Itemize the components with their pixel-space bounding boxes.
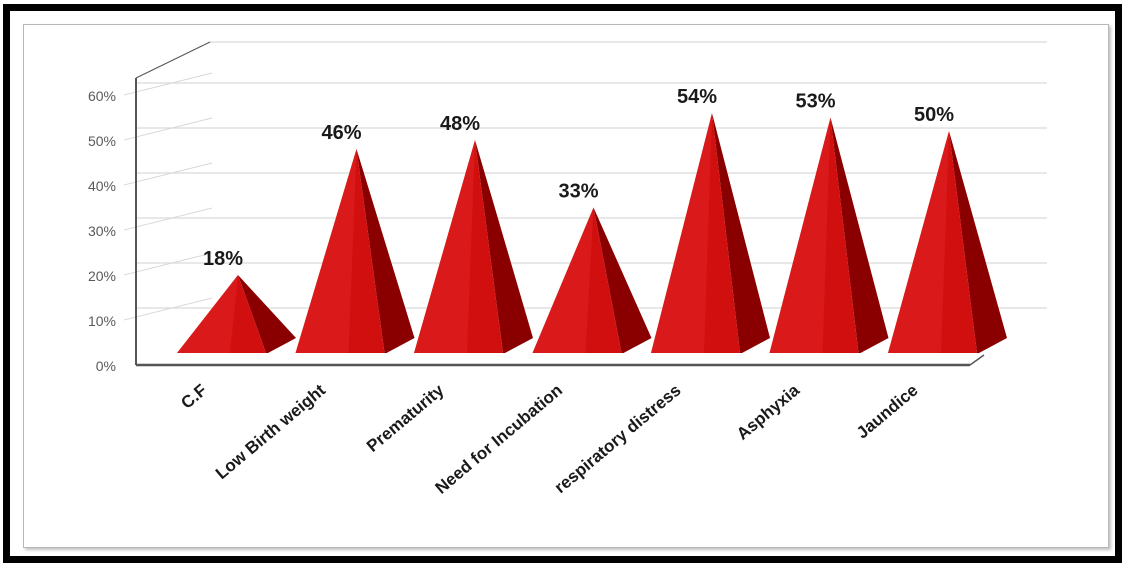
pyramid-side-face bbox=[712, 113, 770, 353]
pyramid-highlight bbox=[177, 275, 238, 353]
pyramid-highlight bbox=[888, 131, 949, 353]
data-label: 54% bbox=[677, 86, 717, 108]
x-tick-label: respiratory distress bbox=[551, 381, 685, 498]
y-tick-label: 20% bbox=[88, 268, 116, 284]
x-tick-label: Asphyxia bbox=[733, 380, 804, 443]
pyramid-bar bbox=[888, 131, 1007, 353]
pyramid-side-face bbox=[830, 117, 889, 353]
pyramid-highlight bbox=[414, 140, 475, 353]
y-tick-label: 50% bbox=[88, 133, 116, 149]
pyramid-highlight bbox=[651, 113, 712, 353]
data-label: 33% bbox=[558, 181, 598, 203]
pyramid-bar bbox=[295, 149, 415, 353]
y-tick-label: 60% bbox=[88, 88, 116, 104]
data-label: 53% bbox=[795, 91, 835, 113]
x-tick-label: Prematurity bbox=[363, 380, 448, 456]
y-tick-label: 40% bbox=[88, 178, 116, 194]
pyramid-highlight bbox=[532, 207, 594, 353]
pyramid-bars bbox=[177, 113, 1007, 353]
pyramid-side-face bbox=[356, 149, 415, 353]
data-label: 50% bbox=[914, 104, 954, 126]
data-labels: 18% 46% 48% 33% 54% 53% 50% bbox=[203, 86, 954, 270]
wall-top-edge bbox=[135, 41, 211, 79]
data-label: 18% bbox=[203, 248, 243, 270]
pyramid-bar bbox=[414, 140, 533, 353]
gridline-wall bbox=[123, 117, 213, 141]
axes bbox=[135, 41, 985, 367]
gridline-wall bbox=[123, 72, 213, 96]
pyramid-side-face bbox=[475, 140, 533, 353]
floor-edge bbox=[969, 354, 985, 366]
pyramid-side-face bbox=[238, 275, 296, 353]
pyramid-side-face bbox=[949, 131, 1007, 353]
gridline-wall bbox=[123, 207, 213, 231]
pyramid-side-face bbox=[593, 207, 652, 353]
pyramid-highlight bbox=[295, 149, 357, 353]
y-axis-ticks: 0% 10% 20% 30% 40% 50% 60% bbox=[88, 88, 116, 374]
x-tick-label: C.F bbox=[177, 381, 210, 413]
pyramid-bar bbox=[532, 207, 652, 353]
pyramid-bar bbox=[177, 275, 296, 353]
gridline-wall bbox=[123, 252, 213, 276]
y-tick-label: 0% bbox=[96, 358, 116, 374]
chart-area bbox=[23, 24, 1109, 548]
y-tick-label: 30% bbox=[88, 223, 116, 239]
gridline-wall bbox=[123, 297, 213, 321]
y-tick-label: 10% bbox=[88, 313, 116, 329]
x-tick-label: Need for Incubation bbox=[432, 381, 566, 498]
pyramid-bar bbox=[651, 113, 770, 353]
x-tick-label: Jaundice bbox=[853, 381, 922, 443]
data-label: 48% bbox=[440, 113, 480, 135]
data-label: 46% bbox=[321, 122, 361, 144]
gridline-wall bbox=[123, 162, 213, 186]
x-tick-label: Low Birth weight bbox=[212, 380, 329, 483]
pyramid-highlight bbox=[769, 117, 831, 353]
pyramid-bar bbox=[769, 117, 889, 353]
